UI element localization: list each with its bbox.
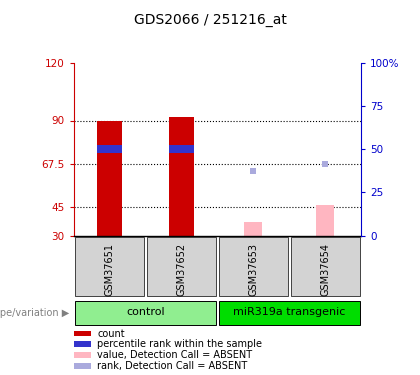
- Bar: [74, 331, 91, 336]
- Bar: [75, 237, 144, 296]
- Bar: [219, 301, 360, 325]
- Bar: [169, 146, 194, 153]
- Bar: [316, 205, 334, 236]
- Text: GSM37652: GSM37652: [176, 243, 186, 296]
- Bar: [74, 352, 91, 358]
- Text: genotype/variation ▶: genotype/variation ▶: [0, 308, 69, 318]
- Text: rank, Detection Call = ABSENT: rank, Detection Call = ABSENT: [97, 361, 247, 371]
- Text: GSM37651: GSM37651: [105, 243, 115, 296]
- Bar: [244, 222, 262, 236]
- Text: miR319a transgenic: miR319a transgenic: [233, 307, 346, 317]
- Text: percentile rank within the sample: percentile rank within the sample: [97, 339, 262, 349]
- Text: control: control: [126, 307, 165, 317]
- Text: value, Detection Call = ABSENT: value, Detection Call = ABSENT: [97, 350, 252, 360]
- Bar: [75, 301, 216, 325]
- Bar: [97, 122, 122, 236]
- Text: count: count: [97, 328, 125, 339]
- Bar: [74, 342, 91, 347]
- Bar: [74, 363, 91, 369]
- Text: GSM37653: GSM37653: [248, 243, 258, 296]
- Bar: [147, 237, 216, 296]
- Text: GSM37654: GSM37654: [320, 243, 330, 296]
- Bar: [291, 237, 360, 296]
- Bar: [97, 146, 122, 153]
- Bar: [169, 117, 194, 236]
- Text: GDS2066 / 251216_at: GDS2066 / 251216_at: [134, 13, 286, 27]
- Bar: [219, 237, 288, 296]
